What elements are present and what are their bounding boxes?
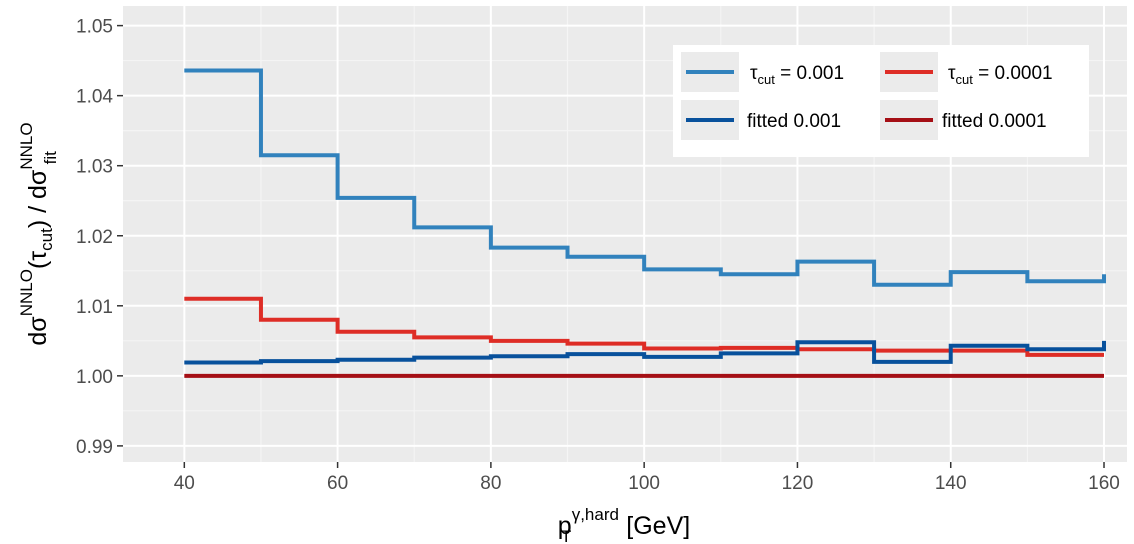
legend-label-fitted-0.0001: fitted 0.0001 <box>942 111 1047 132</box>
y-tick-label: 1.02 <box>76 227 113 248</box>
series-line-0 <box>184 68 1107 287</box>
grid-minor <box>123 6 1127 462</box>
x-tick-label: 80 <box>480 473 501 494</box>
x-tick-label: 120 <box>782 473 814 494</box>
axis-tick-labels: 0.99 1.00 1.01 1.02 1.03 1.04 1.05 40 60 80 100 120… <box>76 17 1120 494</box>
legend-label-tau-0.0001: τcut = 0.0001 <box>948 63 1053 87</box>
y-tick-label: 1.05 <box>76 17 113 38</box>
y-tick-label: 1.03 <box>76 157 113 178</box>
x-tick-label: 140 <box>935 473 967 494</box>
y-tick-label: 1.01 <box>76 297 113 318</box>
series-line-1 <box>184 296 1105 357</box>
legend-label-tau-0.001: τcut = 0.001 <box>750 63 844 87</box>
series-line-2 <box>184 340 1107 365</box>
y-tick-label: 1.00 <box>76 367 113 388</box>
series-layer <box>184 68 1107 378</box>
x-tick-label: 40 <box>174 473 195 494</box>
x-tick-label: 100 <box>628 473 660 494</box>
x-axis-title: pγ,hard T [GeV] <box>558 505 690 544</box>
axis-ticks <box>117 24 1105 468</box>
x-tick-label: 60 <box>327 473 348 494</box>
y-tick-label: 0.99 <box>76 437 113 458</box>
legend-label-fitted-0.001: fitted 0.001 <box>747 111 841 132</box>
legend: τcut = 0.001 τcut = 0.0001 fitted 0.001 … <box>673 45 1089 157</box>
x-tick-label: 160 <box>1088 473 1120 494</box>
y-tick-label: 1.04 <box>76 87 113 108</box>
y-axis-title: dσNNLO(τcut) / dσNNLO fit <box>17 122 60 345</box>
